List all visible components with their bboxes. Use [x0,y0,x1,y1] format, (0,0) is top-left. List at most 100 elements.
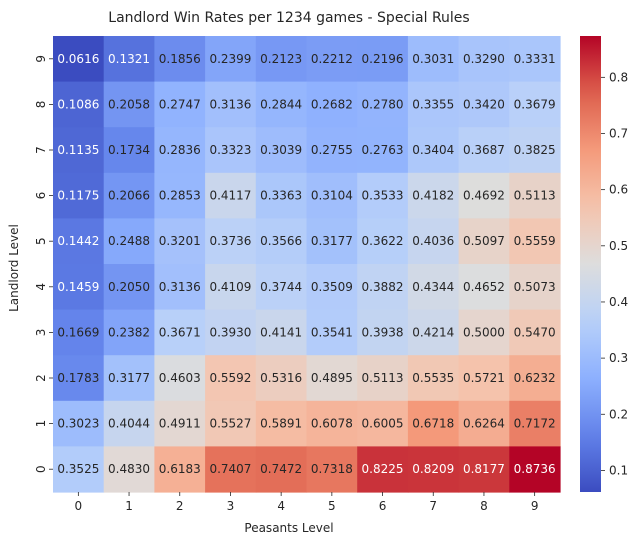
heatmap-cell [205,309,257,356]
cell-value-label: 0.4044 [108,417,150,431]
cell-value-label: 0.5097 [463,234,505,248]
heatmap-cell [255,36,308,83]
cell-value-label: 0.4692 [463,189,505,203]
heatmap-cell [255,355,308,402]
x-tick-label: 8 [480,499,488,513]
heatmap-cell [306,446,358,493]
heatmap-cell [458,218,510,265]
heatmap-cell [306,81,358,128]
cell-value-label: 0.5073 [514,280,556,294]
heatmap-cell [205,400,257,447]
cell-value-label: 0.3323 [209,143,251,157]
cell-value-label: 0.3136 [209,97,251,111]
cell-value-label: 0.3687 [463,143,505,157]
heatmap-cell [458,309,510,356]
cell-value-label: 0.1783 [57,371,99,385]
cell-value-label: 0.4036 [412,234,454,248]
heatmap-cell [255,264,308,311]
heatmap-cell [407,218,460,265]
heatmap-cell [357,400,409,447]
heatmap-cell [103,400,155,447]
heatmap-cell [205,218,257,265]
heatmap-cell [357,218,409,265]
heatmap-cell [205,355,257,402]
y-tick-label: 3 [34,329,48,337]
heatmap-cell [407,264,460,311]
y-axis-label: Landlord Level [7,224,21,312]
cell-value-label: 0.3363 [260,189,302,203]
colorbar-tick-label: 0.2 [609,407,628,421]
cell-value-label: 0.2382 [108,325,150,339]
cell-value-label: 0.4911 [159,417,201,431]
heatmap-cell [154,172,206,219]
cell-value-label: 0.3420 [463,97,505,111]
y-tick-label: 1 [34,420,48,428]
colorbar-tick-label: 0.5 [609,239,628,253]
heatmap-cell [357,172,409,219]
y-tick-label: 5 [34,237,48,245]
cell-value-label: 0.5000 [463,325,505,339]
heatmap-cell [53,81,105,128]
cell-value-label: 0.2212 [311,52,353,66]
cell-value-label: 0.2058 [108,97,150,111]
heatmap-cell [509,81,561,128]
heatmap-cell [458,400,510,447]
heatmap-cell [458,36,510,83]
heatmap-cell [458,81,510,128]
cell-value-label: 0.3177 [108,371,150,385]
heatmap-cell [103,81,155,128]
cell-value-label: 0.8736 [514,462,556,476]
heatmap-cell [509,36,561,83]
cell-value-label: 0.3622 [362,234,404,248]
cell-value-label: 0.6232 [514,371,556,385]
cell-value-label: 0.1086 [57,97,99,111]
heatmap-cell [255,400,308,447]
heatmap-cell [154,400,206,447]
heatmap-cell [103,36,155,83]
cell-value-label: 0.5316 [260,371,302,385]
x-tick-label: 3 [227,499,235,513]
cell-value-label: 0.3541 [311,325,353,339]
heatmap-cell [306,309,358,356]
y-tick-label: 9 [34,55,48,63]
heatmap-cell [306,264,358,311]
cell-value-label: 0.2123 [260,52,302,66]
heatmap-cell [53,218,105,265]
heatmap-cell [458,264,510,311]
cell-value-label: 0.1321 [108,52,150,66]
heatmap-cell [407,355,460,402]
heatmap-cell [509,355,561,402]
cell-value-label: 0.2853 [159,189,201,203]
heatmap-cell [255,218,308,265]
cell-value-label: 0.2682 [311,97,353,111]
heatmap-cell [357,264,409,311]
cell-value-label: 0.3039 [260,143,302,157]
cell-value-label: 0.7407 [209,462,251,476]
heatmap-cell [255,127,308,174]
cell-value-label: 0.2763 [362,143,404,157]
cell-value-label: 0.3736 [209,234,251,248]
chart-title: Landlord Win Rates per 1234 games - Spec… [108,10,469,26]
colorbar-tick-label: 0.8 [609,70,628,84]
cell-value-label: 0.4652 [463,280,505,294]
cell-value-label: 0.0616 [57,52,99,66]
heatmap-cell [103,355,155,402]
heatmap-cell [205,172,257,219]
cell-value-label: 0.7172 [514,417,556,431]
heatmap-cell [53,400,105,447]
cell-value-label: 0.3404 [412,143,454,157]
cell-value-label: 0.3930 [209,325,251,339]
cell-value-label: 0.2755 [311,143,353,157]
heatmap-cell [53,446,105,493]
x-tick-label: 6 [379,499,387,513]
cell-value-label: 0.2780 [362,97,404,111]
cell-value-label: 0.4182 [412,189,454,203]
cell-value-label: 0.5113 [362,371,404,385]
cell-value-label: 0.3201 [159,234,201,248]
heatmap-cell [103,172,155,219]
y-tick-label: 8 [34,101,48,109]
cell-value-label: 0.4141 [260,325,302,339]
heatmap-cell [255,446,308,493]
heatmap-cell [205,446,257,493]
